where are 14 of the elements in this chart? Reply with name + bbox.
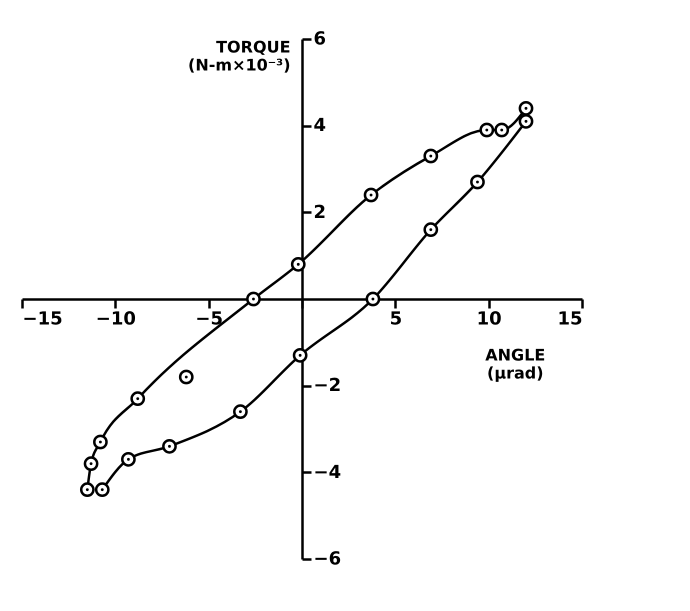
- y-tick-label: 4: [314, 115, 326, 136]
- x-tick-label: 5: [390, 308, 402, 330]
- x-tick-label: 15: [557, 308, 582, 330]
- x-axis-title: ANGLE (µrad): [485, 346, 546, 382]
- y-tick-label: −4: [314, 462, 342, 483]
- y-tick-label: 2: [314, 202, 326, 223]
- x-tick-label: −10: [96, 308, 136, 330]
- x-tick-label: 10: [476, 308, 502, 330]
- y-tick-label: 6: [314, 28, 326, 50]
- y-axis-title: TORQUE (N-m×10⁻³): [188, 38, 290, 74]
- y-tick-label: −2: [314, 375, 342, 396]
- x-tick-label: −5: [195, 308, 223, 330]
- x-tick-label: −15: [22, 308, 63, 330]
- y-tick-label: −6: [314, 548, 342, 570]
